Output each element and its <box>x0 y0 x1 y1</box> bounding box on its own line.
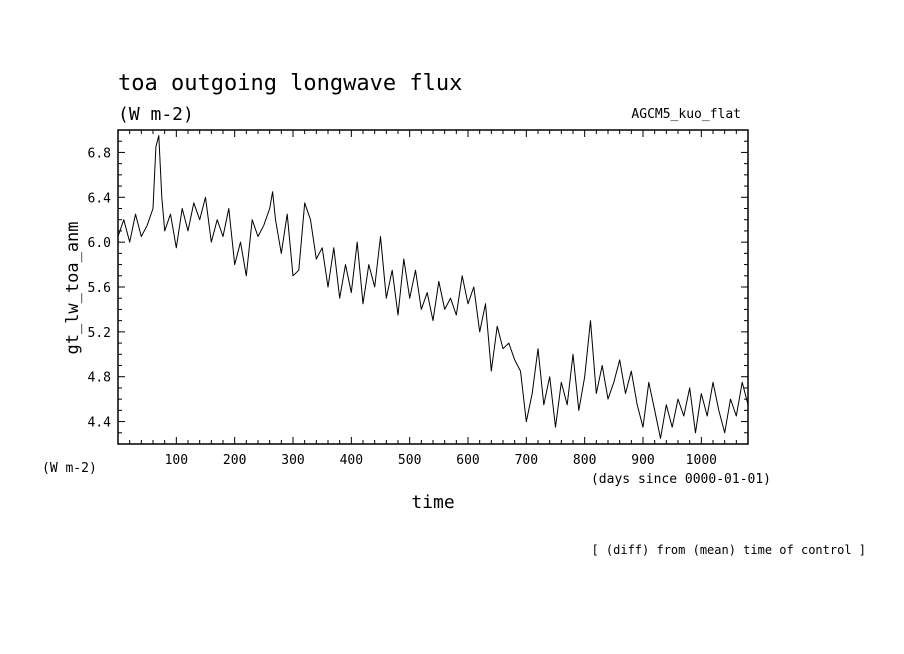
footnote: [ (diff) from (mean) time of control ] <box>591 543 866 557</box>
series-group <box>117 135 749 439</box>
y-tick-label: 6.0 <box>88 236 111 251</box>
x-tick-label: 700 <box>515 453 538 468</box>
x-tick-label: 100 <box>165 453 188 468</box>
x-tick-label: 400 <box>340 453 363 468</box>
y-tick-label: 5.2 <box>88 326 111 341</box>
x-tick-label: 800 <box>573 453 596 468</box>
chart-units-top: (W m-2) <box>118 104 194 125</box>
axis-tick-labels: 100 200 300 400 500 600 700 800 900 1000 4.4 4.8 5.2… <box>88 146 717 468</box>
x-tick-label: 1000 <box>686 453 717 468</box>
x-tick-label: 200 <box>223 453 246 468</box>
axis-ticks <box>118 130 748 444</box>
y-axis-label: gt_lw_toa_anm <box>63 221 83 354</box>
y-units-label: (W m-2) <box>42 461 97 476</box>
series-line <box>117 135 749 439</box>
chart-title: toa outgoing longwave flux <box>118 71 462 96</box>
x-tick-label: 300 <box>281 453 304 468</box>
x-units-label: (days since 0000-01-01) <box>591 472 771 487</box>
model-label: AGCM5_kuo_flat <box>631 107 741 122</box>
y-tick-label: 6.4 <box>88 191 112 206</box>
x-axis-label: time <box>411 492 454 513</box>
y-tick-label: 4.8 <box>88 371 111 386</box>
y-tick-label: 6.8 <box>88 146 111 161</box>
x-tick-label: 500 <box>398 453 421 468</box>
y-tick-label: 5.6 <box>88 281 111 296</box>
x-tick-label: 900 <box>631 453 654 468</box>
plot-frame <box>117 129 749 445</box>
x-tick-label: 600 <box>456 453 479 468</box>
y-tick-label: 4.4 <box>88 416 112 431</box>
